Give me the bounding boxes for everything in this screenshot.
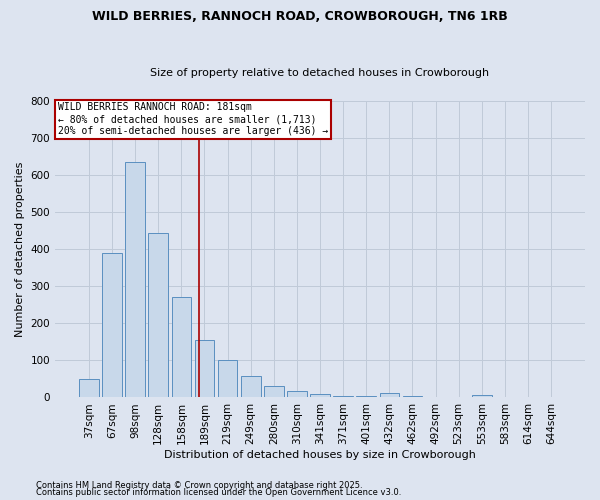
Bar [380, 393, 399, 398]
Bar [264, 386, 284, 398]
Bar [310, 394, 330, 398]
Bar [172, 298, 191, 398]
Title: Size of property relative to detached houses in Crowborough: Size of property relative to detached ho… [151, 68, 490, 78]
Bar [148, 232, 168, 398]
Bar [287, 391, 307, 398]
Text: Contains HM Land Registry data © Crown copyright and database right 2025.: Contains HM Land Registry data © Crown c… [36, 480, 362, 490]
X-axis label: Distribution of detached houses by size in Crowborough: Distribution of detached houses by size … [164, 450, 476, 460]
Bar [334, 396, 353, 398]
Bar [241, 376, 260, 398]
Text: WILD BERRIES, RANNOCH ROAD, CROWBOROUGH, TN6 1RB: WILD BERRIES, RANNOCH ROAD, CROWBOROUGH,… [92, 10, 508, 23]
Text: WILD BERRIES RANNOCH ROAD: 181sqm
← 80% of detached houses are smaller (1,713)
2: WILD BERRIES RANNOCH ROAD: 181sqm ← 80% … [58, 102, 328, 136]
Bar [125, 162, 145, 398]
Bar [194, 340, 214, 398]
Bar [218, 360, 238, 398]
Bar [356, 396, 376, 398]
Y-axis label: Number of detached properties: Number of detached properties [15, 162, 25, 337]
Text: Contains public sector information licensed under the Open Government Licence v3: Contains public sector information licen… [36, 488, 401, 497]
Bar [102, 253, 122, 398]
Bar [472, 395, 491, 398]
Bar [79, 379, 99, 398]
Bar [403, 396, 422, 398]
